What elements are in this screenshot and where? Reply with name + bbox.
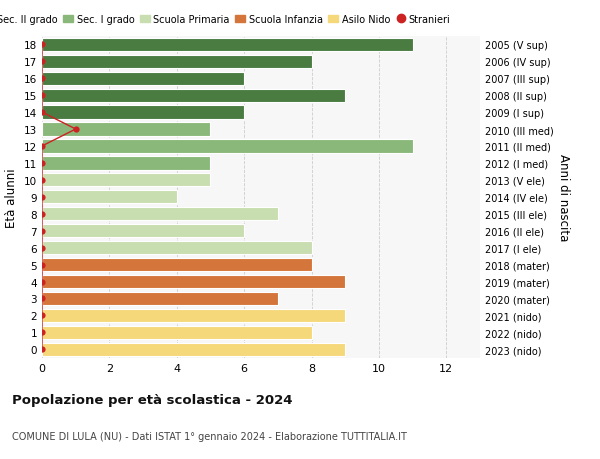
Bar	[42, 174, 211, 187]
Bar	[42, 207, 278, 221]
Bar	[42, 326, 311, 339]
Text: Popolazione per età scolastica - 2024: Popolazione per età scolastica - 2024	[12, 393, 293, 406]
Bar	[42, 309, 345, 322]
Legend: Sec. II grado, Sec. I grado, Scuola Primaria, Scuola Infanzia, Asilo Nido, Stran: Sec. II grado, Sec. I grado, Scuola Prim…	[0, 11, 454, 28]
Bar	[42, 39, 413, 52]
Bar	[42, 292, 278, 305]
Bar	[42, 140, 413, 153]
Bar	[42, 123, 211, 136]
Bar	[42, 275, 345, 289]
Bar	[42, 90, 345, 102]
Bar	[42, 258, 311, 272]
Bar	[42, 56, 311, 69]
Bar	[42, 343, 345, 356]
Bar	[42, 191, 177, 204]
Bar	[42, 224, 244, 238]
Bar	[42, 73, 244, 85]
Bar	[42, 157, 211, 170]
Text: COMUNE DI LULA (NU) - Dati ISTAT 1° gennaio 2024 - Elaborazione TUTTITALIA.IT: COMUNE DI LULA (NU) - Dati ISTAT 1° genn…	[12, 431, 407, 441]
Y-axis label: Età alunni: Età alunni	[5, 168, 19, 227]
Bar	[42, 241, 311, 255]
Bar	[42, 106, 244, 119]
Y-axis label: Anni di nascita: Anni di nascita	[557, 154, 570, 241]
